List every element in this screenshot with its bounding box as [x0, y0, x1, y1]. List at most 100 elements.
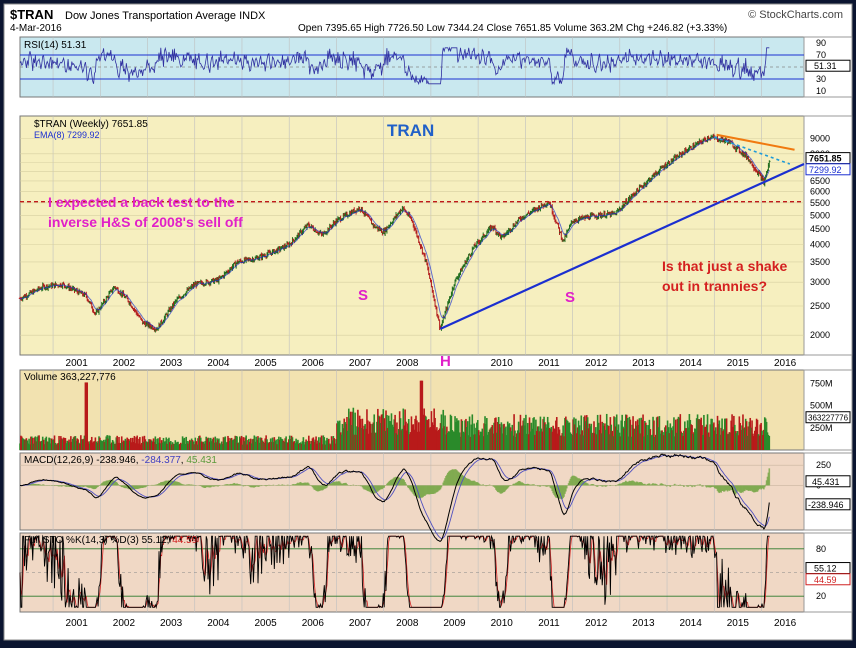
- macd-hist-bar: [769, 468, 771, 485]
- macd-hist-last: 45.431: [812, 477, 840, 487]
- rsi-tick-70: 70: [816, 50, 826, 60]
- price-tick-5500: 5500: [810, 198, 830, 208]
- price-tick-9000: 9000: [810, 133, 830, 143]
- macd-hist-bar: [657, 485, 659, 486]
- price-tick-5000: 5000: [810, 210, 830, 220]
- x-tick-top-2001: 2001: [66, 358, 89, 369]
- last-price: 7651.85: [809, 154, 842, 164]
- x-tick-top-2013: 2013: [632, 358, 655, 369]
- macd-hist-bar: [699, 484, 701, 485]
- x-tick-bottom-2003: 2003: [160, 618, 183, 629]
- x-tick-bottom-2006: 2006: [302, 618, 325, 629]
- macd-hist-bar: [697, 485, 699, 486]
- shoulder-right-label: S: [565, 289, 575, 306]
- macd-hist-bar: [405, 484, 407, 486]
- macd-hist-bar: [674, 484, 676, 486]
- ema-legend: EMA(8) 7299.92: [34, 130, 100, 140]
- x-tick-top-2006: 2006: [302, 358, 325, 369]
- x-tick-bottom-2015: 2015: [727, 618, 750, 629]
- x-tick-top-2010: 2010: [491, 358, 514, 369]
- price-tick-3000: 3000: [810, 277, 830, 287]
- macd-hist-bar: [593, 485, 595, 486]
- price-tick-4500: 4500: [810, 224, 830, 234]
- x-tick-top-2002: 2002: [113, 358, 136, 369]
- head-label: H: [440, 353, 451, 370]
- rsi-tick-90: 90: [816, 38, 826, 48]
- macd-hist-bar: [588, 484, 590, 485]
- ema-last: 7299.92: [809, 165, 842, 175]
- x-tick-bottom-2016: 2016: [774, 618, 797, 629]
- volume-legend: Volume 363,227,776: [24, 372, 116, 383]
- macd-hist-bar: [670, 485, 672, 486]
- sto-tick-80: 80: [816, 544, 826, 554]
- vol-tick-250M: 250M: [810, 423, 833, 433]
- macd-hist-bar: [147, 485, 149, 486]
- x-tick-bottom-2012: 2012: [585, 618, 608, 629]
- macd-hist-bar: [678, 485, 680, 486]
- x-tick-bottom-2011: 2011: [538, 618, 560, 629]
- macd-hist-bar: [667, 485, 669, 486]
- rsi-tick-10: 10: [816, 86, 826, 96]
- chart-title: TRAN: [387, 121, 434, 140]
- price-tick-3500: 3500: [810, 257, 830, 267]
- macd-hist-bar: [610, 485, 612, 486]
- x-tick-top-2015: 2015: [727, 358, 750, 369]
- macd-hist-bar: [615, 485, 617, 486]
- price-tick-6000: 6000: [810, 186, 830, 196]
- sto-tick-20: 20: [816, 591, 826, 601]
- shoulder-left-label: S: [358, 287, 368, 304]
- x-tick-bottom-2013: 2013: [632, 618, 655, 629]
- price-legend: $TRAN (Weekly) 7651.85: [34, 119, 148, 130]
- watermark: © StockCharts.com: [748, 9, 843, 21]
- annotation-backtest-1: I expected a back test to the: [48, 194, 235, 210]
- volume-bar: [769, 436, 771, 450]
- macd-last: -238.946: [808, 500, 844, 510]
- price-tick-2500: 2500: [810, 301, 830, 311]
- x-tick-bottom-2009: 2009: [443, 618, 466, 629]
- macd-legend: MACD(12,26,9) -238.946, -284.377, 45.431: [24, 455, 217, 466]
- vol-tick-750M: 750M: [810, 378, 833, 388]
- x-tick-top-2004: 2004: [207, 358, 230, 369]
- rsi-tick-30: 30: [816, 74, 826, 84]
- x-tick-bottom-2005: 2005: [254, 618, 277, 629]
- x-tick-top-2012: 2012: [585, 358, 608, 369]
- macd-hist-bar: [764, 485, 766, 487]
- x-tick-bottom-2014: 2014: [680, 618, 703, 629]
- x-tick-top-2007: 2007: [349, 358, 372, 369]
- symbol-name: Dow Jones Transportation Average INDX: [65, 10, 266, 22]
- x-tick-top-2014: 2014: [680, 358, 703, 369]
- price-tick-6500: 6500: [810, 176, 830, 186]
- symbol: $TRAN: [10, 7, 53, 22]
- rsi-last: 51.31: [814, 61, 837, 71]
- macd-hist-bar: [679, 485, 681, 486]
- macd-hist-bar: [683, 485, 685, 487]
- x-tick-bottom-2008: 2008: [396, 618, 419, 629]
- vol-last: 363227776: [808, 414, 849, 423]
- x-tick-top-2005: 2005: [254, 358, 277, 369]
- macd-hist-bar: [566, 485, 568, 488]
- macd-hist-bar: [606, 485, 608, 486]
- macd-hist-bar: [676, 485, 678, 486]
- sto-k-last: 55.12: [814, 564, 837, 574]
- x-tick-bottom-2007: 2007: [349, 618, 372, 629]
- ohlc-readout: Open 7395.65 High 7726.50 Low 7344.24 Cl…: [298, 23, 727, 34]
- x-tick-top-2003: 2003: [160, 358, 183, 369]
- price-tick-2000: 2000: [810, 330, 830, 340]
- rsi-legend: RSI(14) 51.31: [24, 40, 87, 51]
- annotation-shake-2: out in trannies?: [662, 278, 767, 294]
- macd-hist-bar: [689, 485, 691, 486]
- x-tick-top-2008: 2008: [396, 358, 419, 369]
- macd-hist-bar: [309, 485, 311, 486]
- sto-legend: Full STO %K(14,3) %D(3) 55.12, 44.59: [24, 535, 198, 546]
- macd-hist-bar: [702, 485, 704, 486]
- sto-d-last: 44.59: [814, 575, 837, 585]
- macd-hist-bar: [664, 485, 666, 486]
- vol-tick-500M: 500M: [810, 401, 833, 411]
- macd-hist-bar: [441, 485, 443, 487]
- x-tick-top-2011: 2011: [538, 358, 560, 369]
- macd-tick-250: 250: [816, 460, 831, 470]
- x-tick-bottom-2002: 2002: [113, 618, 136, 629]
- x-tick-bottom-2001: 2001: [66, 618, 89, 629]
- x-tick-bottom-2010: 2010: [491, 618, 514, 629]
